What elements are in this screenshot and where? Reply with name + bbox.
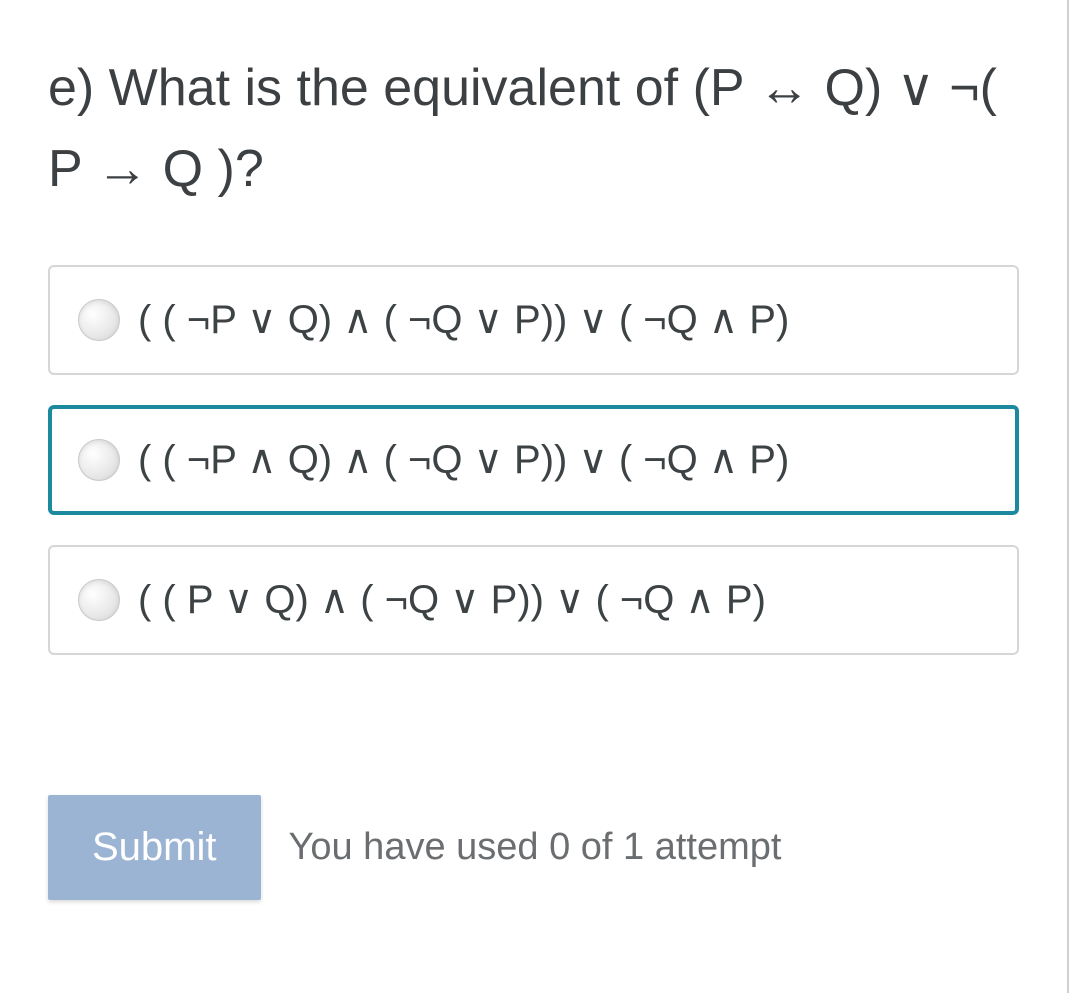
question-container: e) What is the equivalent of (P ↔ Q) ∨ ¬… [0, 0, 1067, 948]
option-label: ( ( P ∨ Q) ∧ ( ¬Q ∨ P)) ∨ ( ¬Q ∧ P) [138, 577, 766, 623]
radio-icon [78, 579, 120, 621]
option-label: ( ( ¬P ∧ Q) ∧ ( ¬Q ∨ P)) ∨ ( ¬Q ∧ P) [138, 437, 789, 483]
options-list: ( ( ¬P ∨ Q) ∧ ( ¬Q ∨ P)) ∨ ( ¬Q ∧ P) ( (… [48, 265, 1019, 655]
radio-icon [78, 299, 120, 341]
footer: Submit You have used 0 of 1 attempt [48, 795, 1019, 900]
attempts-text: You have used 0 of 1 attempt [289, 826, 782, 869]
option-2[interactable]: ( ( ¬P ∧ Q) ∧ ( ¬Q ∨ P)) ∨ ( ¬Q ∧ P) [48, 405, 1019, 515]
option-1[interactable]: ( ( ¬P ∨ Q) ∧ ( ¬Q ∨ P)) ∨ ( ¬Q ∧ P) [48, 265, 1019, 375]
option-3[interactable]: ( ( P ∨ Q) ∧ ( ¬Q ∨ P)) ∨ ( ¬Q ∧ P) [48, 545, 1019, 655]
radio-icon [78, 439, 120, 481]
option-label: ( ( ¬P ∨ Q) ∧ ( ¬Q ∨ P)) ∨ ( ¬Q ∧ P) [138, 297, 789, 343]
submit-button[interactable]: Submit [48, 795, 261, 900]
question-text: e) What is the equivalent of (P ↔ Q) ∨ ¬… [48, 48, 1019, 209]
